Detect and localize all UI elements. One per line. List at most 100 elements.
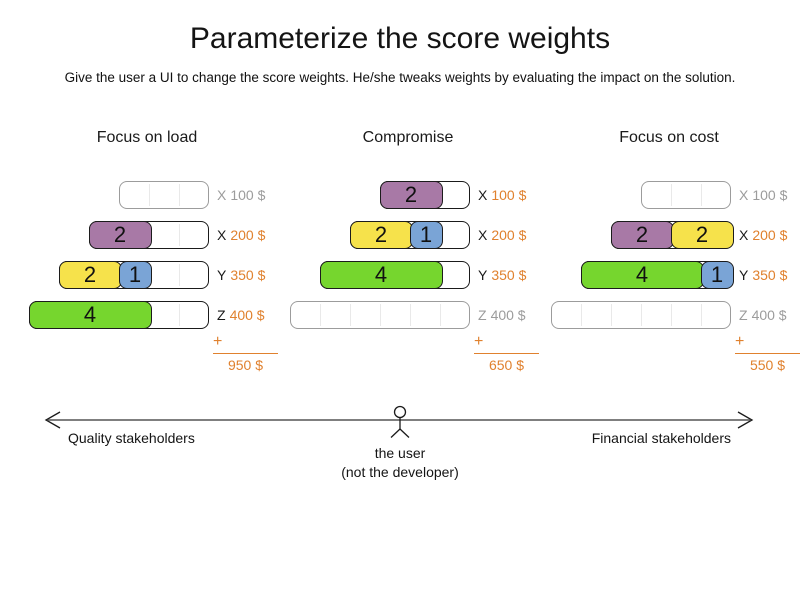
row-constraint-letter: X xyxy=(217,187,227,203)
weight-block-purple: 2 xyxy=(610,220,674,249)
scenario-column: Focus on load X 100 $2 X 200 $2 1 Y 350 $4 Z 400 … xyxy=(28,129,289,389)
sum-plus-sign: + xyxy=(735,333,745,350)
sum-line xyxy=(474,353,539,354)
row-price: 350 $ xyxy=(752,267,788,283)
weight-block-value: 1 xyxy=(128,261,142,287)
column-header: Compromise xyxy=(362,129,454,146)
row-label: Y 350 $ xyxy=(739,261,787,289)
weight-block-blue: 1 xyxy=(409,220,443,249)
weight-block-yellow: 2 xyxy=(670,220,734,249)
row-label: X 200 $ xyxy=(217,221,265,249)
weight-block-green: 4 xyxy=(580,260,704,289)
weight-box: 4 xyxy=(319,260,470,289)
weight-block-value: 1 xyxy=(710,261,724,287)
weight-block-green: 4 xyxy=(319,260,443,289)
sum-line xyxy=(213,353,278,354)
unit-gridline xyxy=(178,264,180,286)
weight-box xyxy=(290,301,470,329)
row-label: X 100 $ xyxy=(478,181,526,209)
weight-row: X 100 $ xyxy=(551,181,800,209)
weight-block-value: 4 xyxy=(374,261,388,287)
weight-box: 2 xyxy=(88,220,209,249)
unit-gridline xyxy=(379,304,381,326)
weight-block-value: 2 xyxy=(404,181,418,207)
scenario-column: Focus on cost X 100 $2 2 X 200 $4 1 Y 350 $ Z 400 … xyxy=(551,129,800,389)
unit-gridline xyxy=(178,184,180,206)
weight-box xyxy=(119,181,209,209)
row-constraint-letter: X xyxy=(739,187,749,203)
weight-row: 4 Z 400 $ xyxy=(28,300,289,329)
sum-line xyxy=(735,353,800,354)
row-price: 200 $ xyxy=(752,227,788,243)
weight-block-purple: 2 xyxy=(88,220,152,249)
weight-block-value: 4 xyxy=(83,301,97,327)
weight-block-value: 2 xyxy=(113,221,127,247)
weight-block-value: 2 xyxy=(374,221,388,247)
weight-block-purple: 2 xyxy=(379,180,443,209)
row-price: 200 $ xyxy=(491,227,527,243)
weight-box xyxy=(551,301,731,329)
weight-block-blue: 1 xyxy=(700,260,734,289)
weight-row: 2 1 X 200 $ xyxy=(290,220,550,249)
row-label: Z 400 $ xyxy=(217,301,265,329)
row-constraint-letter: X xyxy=(739,227,749,243)
weight-block-value: 2 xyxy=(83,261,97,287)
unit-gridline xyxy=(409,304,411,326)
unit-gridline xyxy=(178,224,180,246)
page-subtitle: Give the user a UI to change the score w… xyxy=(64,70,736,85)
row-constraint-letter: X xyxy=(478,187,488,203)
row-label: X 100 $ xyxy=(739,181,787,209)
column-header: Focus on cost xyxy=(619,129,719,146)
row-price: 400 $ xyxy=(229,307,265,323)
weight-box: 2 xyxy=(379,180,470,209)
row-constraint-letter: Y xyxy=(478,267,488,283)
row-label: X 200 $ xyxy=(478,221,526,249)
weight-block-value: 2 xyxy=(635,221,649,247)
stakeholder-axis xyxy=(44,405,754,438)
row-constraint-letter: Y xyxy=(217,267,227,283)
row-constraint-letter: Z xyxy=(739,307,748,323)
axis-left-label: Quality stakeholders xyxy=(68,430,195,446)
page-title: Parameterize the score weights xyxy=(189,22,611,55)
row-price: 350 $ xyxy=(230,267,266,283)
axis-right-label: Financial stakeholders xyxy=(591,430,731,446)
axis-center-label: the user (not the developer) xyxy=(300,444,500,482)
row-price: 350 $ xyxy=(491,267,527,283)
unit-gridline xyxy=(148,184,150,206)
row-constraint-letter: X xyxy=(478,227,488,243)
row-constraint-letter: Z xyxy=(217,307,226,323)
weight-block-green: 4 xyxy=(28,300,152,329)
weight-row: 2 2 X 200 $ xyxy=(551,220,800,249)
weight-row: 2 X 200 $ xyxy=(29,220,289,249)
arrowhead-left-icon xyxy=(44,411,61,429)
row-label: Z 400 $ xyxy=(739,301,787,329)
unit-gridline xyxy=(439,304,441,326)
weight-box: 4 xyxy=(28,300,209,329)
weight-block-value: 4 xyxy=(635,261,649,287)
unit-gridline xyxy=(610,304,612,326)
row-constraint-letter: Z xyxy=(478,307,487,323)
unit-gridline xyxy=(580,304,582,326)
weight-block-blue: 1 xyxy=(118,260,152,289)
weight-block-value: 2 xyxy=(695,221,709,247)
row-label: Y 350 $ xyxy=(478,261,526,289)
row-price: 400 $ xyxy=(751,307,787,323)
axis-center-label-line1: the user xyxy=(374,445,426,461)
scenario-column: Compromise 2 X 100 $2 1 X 200 $4 Y 350 $ Z 400 $ +6… xyxy=(290,129,550,389)
weight-block-yellow: 2 xyxy=(349,220,413,249)
unit-gridline xyxy=(349,304,351,326)
weight-row: 4 Y 350 $ xyxy=(290,260,550,289)
row-label: Z 400 $ xyxy=(478,301,526,329)
weight-block-value: 1 xyxy=(419,221,433,247)
sum-plus-sign: + xyxy=(474,333,484,350)
sum-total: 650 $ xyxy=(488,357,525,373)
weight-row: 2 1 Y 350 $ xyxy=(29,260,289,289)
unit-gridline xyxy=(700,184,702,206)
unit-gridline xyxy=(319,304,321,326)
unit-gridline xyxy=(670,304,672,326)
weight-row: 2 X 100 $ xyxy=(290,180,550,209)
row-constraint-letter: Y xyxy=(739,267,749,283)
